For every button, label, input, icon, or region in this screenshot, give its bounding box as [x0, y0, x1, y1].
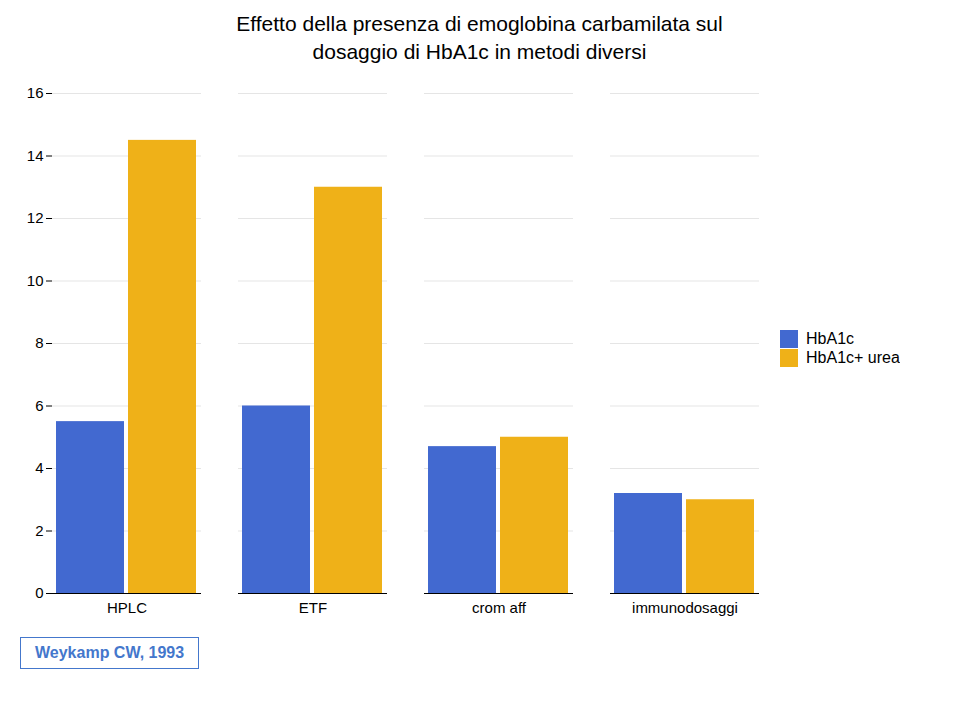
svg-text:0: 0	[35, 584, 43, 601]
svg-text:immunodosaggi: immunodosaggi	[632, 599, 738, 616]
svg-text:2: 2	[35, 521, 43, 538]
html-text:HbA1c: HbA1c	[806, 329, 854, 347]
svg-text:16: 16	[27, 84, 44, 101]
html-text:Effetto della presenza di emog: Effetto della presenza di emoglobina car…	[236, 12, 723, 64]
html-text:HbA1c+ urea: HbA1c+ urea	[806, 348, 900, 366]
svg-text:6: 6	[35, 396, 43, 413]
svg-text:8: 8	[35, 334, 43, 351]
svg-text:14: 14	[27, 146, 44, 163]
svg-text:HPLC: HPLC	[107, 599, 147, 616]
svg-text:4: 4	[35, 459, 43, 476]
svg-text:12: 12	[27, 209, 44, 226]
svg-text:ETF: ETF	[299, 599, 327, 616]
svg-text:crom aff: crom aff	[472, 599, 527, 616]
html-text:Weykamp CW, 1993: Weykamp CW, 1993	[35, 643, 185, 661]
svg-text:10: 10	[27, 271, 44, 288]
